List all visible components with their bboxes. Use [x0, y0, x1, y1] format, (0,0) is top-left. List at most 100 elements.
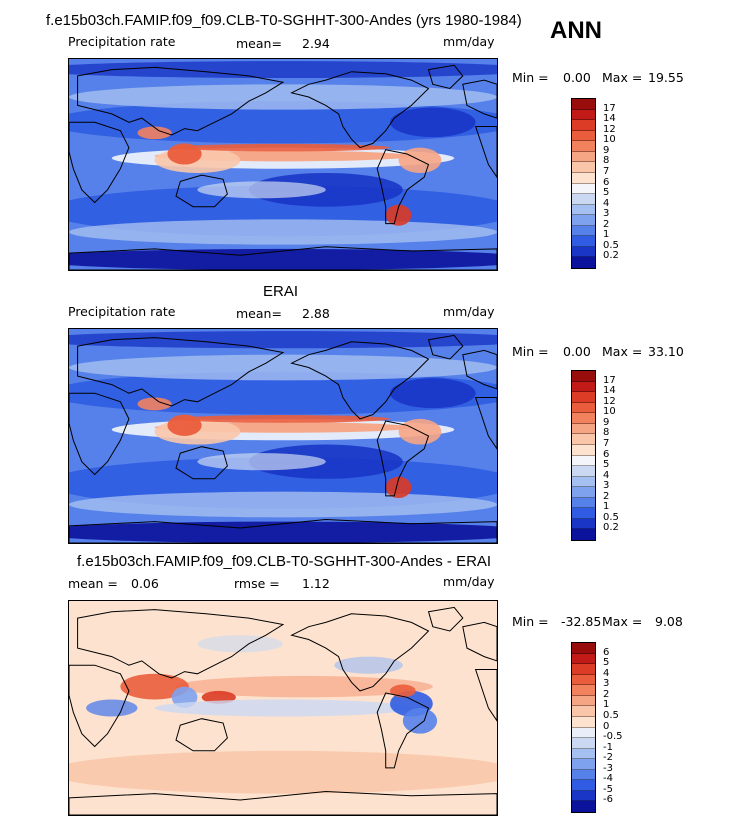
colorbar-swatch [572, 508, 595, 519]
colorbar-tick-label: 3 [603, 678, 610, 690]
colorbar-strip [571, 370, 596, 541]
coastline-africa-west [474, 126, 497, 179]
colorbar-tick-label: -2 [603, 752, 613, 764]
colorbar-swatch [572, 402, 595, 414]
colorbar-swatch [572, 120, 595, 131]
field-patch [154, 699, 412, 717]
colorbar-tick-label: 7 [603, 165, 610, 177]
field-patch [176, 415, 390, 423]
colorbar-swatch [572, 444, 595, 456]
colorbar-swatch [572, 769, 595, 781]
colorbar-swatch [572, 151, 595, 163]
colorbar-swatch [572, 183, 595, 195]
panel2-min-value: 0.00 [563, 344, 591, 359]
colorbar-swatch [572, 215, 595, 226]
colorbar-swatch [572, 801, 595, 812]
colorbar-swatch [572, 738, 595, 749]
colorbar-tick-label: 2 [603, 218, 610, 230]
colorbar-swatch [572, 529, 595, 540]
colorbar-tick-label: -5 [603, 783, 613, 795]
colorbar-swatch [572, 518, 595, 530]
colorbar-tick-label: 4 [603, 667, 610, 679]
colorbar-tick-label: 0.5 [603, 709, 619, 721]
colorbar-tick-label: 0 [603, 720, 610, 732]
colorbar-swatch [572, 392, 595, 403]
colorbar-strip [571, 98, 596, 269]
coastline-europe-asia [77, 609, 285, 679]
field-patch [390, 107, 476, 138]
coastline-australia [175, 718, 228, 752]
colorbar-swatch [572, 99, 595, 110]
colorbar-tick-label: 10 [603, 406, 616, 418]
panel3-max-value: 9.08 [655, 614, 683, 629]
colorbar-swatch [572, 162, 595, 173]
coastline-north-america [290, 71, 430, 149]
field-patch [402, 708, 438, 734]
field-patch [69, 61, 497, 78]
panel3-mean-value: 0.06 [131, 576, 159, 591]
coastline-greenland [427, 334, 464, 360]
colorbar-swatch [572, 130, 595, 142]
panel1-max-value: 19.55 [648, 70, 684, 85]
colorbar-tick-label: 12 [603, 123, 616, 135]
coastline-africa-west [474, 669, 497, 722]
panel2-max-label: Max = [602, 344, 643, 359]
colorbar-tick-label: 5 [603, 657, 610, 669]
colorbar-tick-label: 2 [603, 688, 610, 700]
colorbar-tick-label: 4 [603, 469, 610, 481]
panel3-mean-label: mean = [68, 576, 118, 591]
colorbar-tick-label: 14 [603, 385, 616, 397]
panel3-map [68, 600, 498, 816]
colorbar-tick-label: 3 [603, 480, 610, 492]
colorbar-tick-label: 0.2 [603, 522, 619, 534]
field-patch [69, 491, 497, 518]
field-patch [86, 699, 138, 717]
panel2-min-label: Min = [512, 344, 549, 359]
coastline-africa [69, 392, 130, 476]
coastline-africa [69, 664, 130, 748]
field-patch [385, 204, 412, 226]
field-patch [176, 675, 433, 698]
colorbar-tick-label: 14 [603, 113, 616, 125]
field-patch [137, 126, 172, 140]
colorbar-swatch [572, 141, 595, 152]
colorbar-swatch [572, 236, 595, 247]
colorbar-swatch [572, 780, 595, 791]
colorbar-tick-label: 9 [603, 144, 610, 156]
colorbar-swatch [572, 653, 595, 665]
field-patch [69, 248, 497, 270]
colorbar-swatch [572, 716, 595, 728]
field-patch [69, 219, 497, 245]
panel3-title: f.e15b03ch.FAMIP.f09_f09.CLB-T0-SGHHT-30… [77, 553, 492, 570]
panel2-colorbar: 17 14 12 10 9 8 7 6 5 4 3 2 1 0.5 0.2 [571, 370, 651, 541]
panel1-min-label: Min = [512, 70, 549, 85]
colorbar-tick-label: 10 [603, 134, 616, 146]
field-patch [197, 635, 283, 653]
colorbar-tick-label: 1 [603, 229, 610, 241]
panel1-variable-label: Precipitation rate [68, 34, 176, 49]
run-title: f.e15b03ch.FAMIP.f09_f09.CLB-T0-SGHHT-30… [46, 12, 522, 29]
colorbar-tick-label: -4 [603, 773, 613, 785]
colorbar-tick-label: -1 [603, 741, 613, 753]
colorbar-tick-label: -3 [603, 762, 613, 774]
colorbar-swatch [572, 748, 595, 760]
colorbar-swatch [572, 685, 595, 696]
colorbar-tick-label: 6 [603, 448, 610, 460]
field-patch [197, 453, 326, 471]
field-patch [69, 331, 497, 349]
panel2-title: ERAI [263, 283, 299, 300]
colorbar-tick-label: 9 [603, 416, 610, 428]
field-patch [390, 684, 416, 698]
panel1-colorbar: 17 14 12 10 9 8 7 6 5 4 3 2 1 0.5 0.2 [571, 98, 651, 269]
colorbar-tick-label: 6 [603, 646, 610, 658]
colorbar-tick-label: 0.5 [603, 511, 619, 523]
field-patch [120, 673, 189, 700]
colorbar-swatch [572, 381, 595, 393]
coastline-europe-asia [77, 337, 285, 407]
panel2-max-value: 33.10 [648, 344, 684, 359]
panel3-min-value: -32.85 [561, 614, 602, 629]
colorbar-swatch [572, 643, 595, 654]
colorbar-swatch [572, 759, 595, 770]
coastline-australia [175, 446, 228, 480]
colorbar-tick-label: 17 [603, 374, 616, 386]
